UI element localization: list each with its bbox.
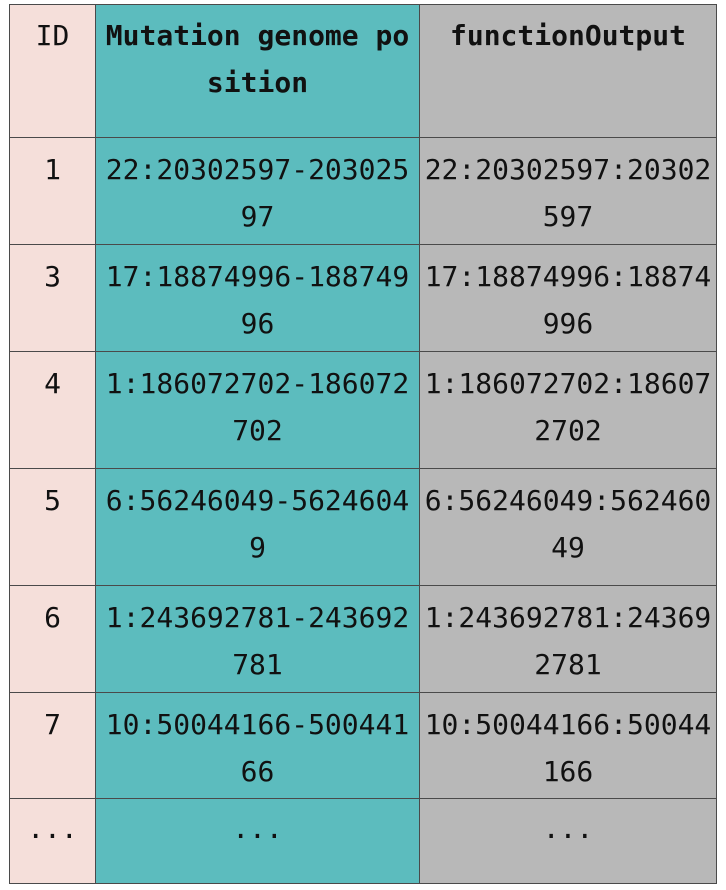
- cell-id: 5: [9, 468, 96, 586]
- cell-mutation: 17:18874996-18874996: [95, 244, 420, 352]
- table-row: 4 1:186072702-186072702 1:186072702:1860…: [9, 351, 717, 469]
- cell-id: 4: [9, 351, 96, 469]
- table-row: 6 1:243692781-243692781 1:243692781:2436…: [9, 585, 717, 693]
- header-function-output: functionOutput: [419, 4, 717, 138]
- cell-id: 7: [9, 692, 96, 799]
- cell-mutation: 1:243692781-243692781: [95, 585, 420, 693]
- cell-function-output: 22:20302597:20302597: [419, 137, 717, 245]
- cell-function-output: 6:56246049:56246049: [419, 468, 717, 586]
- cell-mutation: 1:186072702-186072702: [95, 351, 420, 469]
- cell-function-output: 1:243692781:243692781: [419, 585, 717, 693]
- cell-id: 3: [9, 244, 96, 352]
- cell-mutation: 10:50044166-50044166: [95, 692, 420, 799]
- cell-id: 1: [9, 137, 96, 245]
- cell-function-output: 10:50044166:50044166: [419, 692, 717, 799]
- table-row: 7 10:50044166-50044166 10:50044166:50044…: [9, 692, 717, 799]
- cell-id: 6: [9, 585, 96, 693]
- table-row: 3 17:18874996-18874996 17:18874996:18874…: [9, 244, 717, 352]
- cell-mutation: 6:56246049-56246049: [95, 468, 420, 586]
- table-row: 1 22:20302597-20302597 22:20302597:20302…: [9, 137, 717, 245]
- table-header-row: ID Mutation genome position functionOutp…: [9, 4, 717, 138]
- cell-function-output: 17:18874996:18874996: [419, 244, 717, 352]
- table-row-ellipsis: ... ... ...: [9, 798, 717, 884]
- table-row: 5 6:56246049-56246049 6:56246049:5624604…: [9, 468, 717, 586]
- cell-mutation: ...: [95, 798, 420, 884]
- header-mutation-genome-position: Mutation genome position: [95, 4, 420, 138]
- cell-id: ...: [9, 798, 96, 884]
- cell-function-output: ...: [419, 798, 717, 884]
- header-id: ID: [9, 4, 96, 138]
- cell-mutation: 22:20302597-20302597: [95, 137, 420, 245]
- cell-function-output: 1:186072702:186072702: [419, 351, 717, 469]
- mutation-table: ID Mutation genome position functionOutp…: [9, 4, 717, 884]
